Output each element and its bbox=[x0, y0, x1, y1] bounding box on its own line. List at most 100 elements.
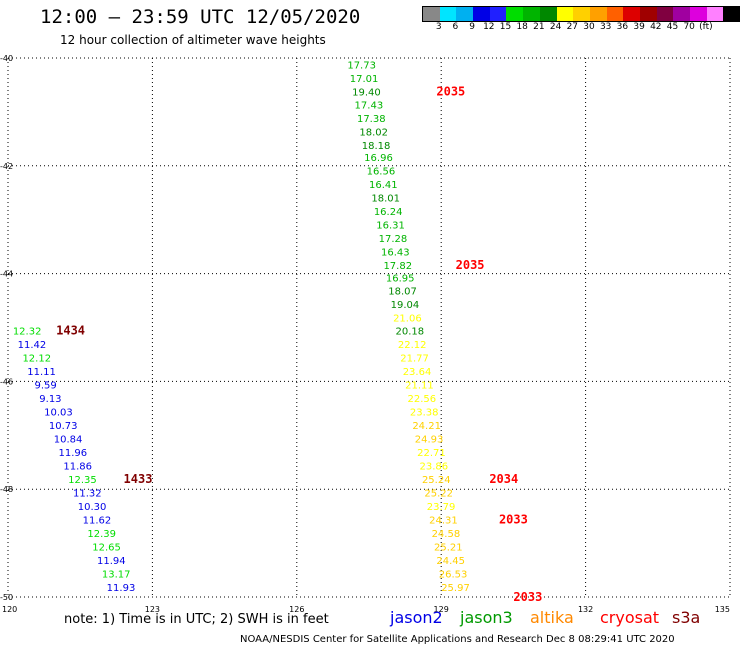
wave-height-value: 16.43 bbox=[381, 248, 410, 259]
legend-item-s3a: s3a bbox=[672, 608, 701, 627]
legend-item-jason3: jason3 bbox=[460, 608, 513, 627]
wave-height-value: 22.56 bbox=[408, 394, 437, 405]
wave-height-value: 17.73 bbox=[347, 60, 376, 71]
color-scale-label: 15 bbox=[499, 22, 512, 32]
color-scale-swatch bbox=[706, 7, 724, 21]
pass-time-label: 2034 bbox=[489, 472, 518, 486]
color-scale-swatch bbox=[539, 7, 557, 21]
legend-item-altika: altika bbox=[530, 608, 574, 627]
pass-time-label: 2035 bbox=[436, 84, 465, 98]
wave-height-value: 11.42 bbox=[18, 340, 47, 351]
color-scale-swatch bbox=[456, 7, 474, 21]
latitude-tick-label: -40 bbox=[0, 54, 13, 63]
color-scale-label: 27 bbox=[566, 22, 579, 32]
wave-height-value: 18.02 bbox=[359, 127, 388, 138]
color-scale-swatch bbox=[589, 7, 607, 21]
wave-height-value: 12.35 bbox=[68, 475, 97, 486]
wave-height-value: 23.79 bbox=[427, 502, 456, 513]
wave-height-value: 10.84 bbox=[54, 435, 83, 446]
color-scale-label: 12 bbox=[483, 22, 495, 32]
latitude-tick-label: -42 bbox=[0, 162, 13, 171]
color-scale-label: 9 bbox=[469, 22, 475, 32]
wave-height-value: 10.30 bbox=[78, 502, 107, 513]
wave-height-value: 18.07 bbox=[388, 286, 417, 297]
wave-height-value: 24.93 bbox=[415, 435, 444, 446]
color-scale-swatch bbox=[556, 7, 574, 21]
wave-height-value: 17.38 bbox=[357, 114, 386, 125]
wave-height-value: 17.01 bbox=[350, 74, 379, 85]
wave-height-value: 16.24 bbox=[374, 207, 403, 218]
latitude-tick-label: -46 bbox=[0, 377, 13, 386]
pass-time-labels: 2035 2035 1434 2034 1433 2033 2033 bbox=[56, 84, 542, 604]
wave-height-value: 10.73 bbox=[49, 421, 78, 432]
wave-height-value: 24.45 bbox=[436, 556, 465, 567]
wave-height-value: 16.31 bbox=[376, 221, 405, 232]
wave-height-value: 17.43 bbox=[355, 100, 384, 111]
wave-height-value: 11.11 bbox=[27, 367, 56, 378]
color-scale-label: 6 bbox=[452, 22, 459, 32]
wave-height-value: 16.56 bbox=[367, 167, 396, 178]
map-tick-labels: 120 123 126 129 132 135 -40 -42 -44 -46 -48 -50 bbox=[0, 54, 730, 614]
wave-height-value: 17.82 bbox=[383, 261, 412, 272]
pass-time-label: 1434 bbox=[56, 324, 85, 338]
color-scale-label: 36 bbox=[616, 22, 629, 32]
color-scale-label: 18 bbox=[516, 22, 528, 32]
color-scale-label: 3 bbox=[435, 22, 442, 32]
wave-height-value: 11.96 bbox=[59, 448, 88, 459]
color-scale-label: 45 bbox=[666, 22, 679, 32]
color-scale-swatch bbox=[573, 7, 590, 21]
color-scale-swatch bbox=[523, 7, 540, 21]
wave-height-value: 19.40 bbox=[352, 87, 381, 98]
color-scale-label: 70 bbox=[683, 22, 695, 32]
pass-time-label: 2035 bbox=[456, 258, 485, 272]
wave-height-value: 24.58 bbox=[432, 529, 461, 540]
color-scale-swatch bbox=[489, 7, 507, 21]
wave-height-value: 19.04 bbox=[391, 300, 420, 311]
wave-height-value: 12.32 bbox=[13, 327, 42, 338]
color-scale-swatch bbox=[606, 7, 624, 21]
pass-time-label: 1433 bbox=[124, 472, 153, 486]
longitude-tick-label: 129 bbox=[434, 605, 449, 614]
color-scale-label: 42 bbox=[650, 22, 662, 32]
color-scale-swatch bbox=[656, 7, 674, 21]
color-scale-swatch bbox=[623, 7, 640, 21]
pass-time-label: 2033 bbox=[499, 512, 528, 526]
chart-subtitle: 12 hour collection of altimeter wave hei… bbox=[60, 33, 326, 47]
longitude-tick-label: 120 bbox=[2, 605, 17, 614]
latitude-tick-label: -50 bbox=[0, 593, 13, 602]
color-scale-label: 33 bbox=[599, 22, 612, 32]
wave-height-value: 12.65 bbox=[92, 542, 121, 553]
longitude-tick-label: 135 bbox=[715, 605, 730, 614]
legend-item-jason2: jason2 bbox=[390, 608, 443, 627]
wave-height-value: 17.28 bbox=[379, 234, 408, 245]
legend-item-cryosat: cryosat bbox=[600, 608, 660, 627]
color-scale-swatch bbox=[506, 7, 524, 21]
wave-height-value: 23.86 bbox=[420, 461, 449, 472]
wave-height-value: 12.39 bbox=[87, 529, 116, 540]
wave-height-value: 25.24 bbox=[422, 475, 451, 486]
wave-height-value: 25.97 bbox=[441, 583, 470, 594]
wave-height-value: 21.77 bbox=[400, 354, 429, 365]
wave-height-value: 20.18 bbox=[395, 327, 424, 338]
wave-height-value: 18.18 bbox=[362, 141, 391, 152]
color-scale-swatch bbox=[423, 7, 440, 21]
wave-height-value: 24.31 bbox=[429, 515, 458, 526]
wave-height-value: 12.12 bbox=[22, 354, 51, 365]
color-scale-swatch bbox=[690, 7, 707, 21]
wave-height-observations: 17.73 17.01 19.40 17.43 17.38 18.02 18.1816.96… bbox=[13, 60, 470, 593]
wave-height-value: 9.59 bbox=[34, 381, 56, 392]
wave-height-value: 21.06 bbox=[393, 313, 422, 324]
wave-height-value: 16.95 bbox=[386, 273, 415, 284]
wave-height-value: 11.86 bbox=[63, 461, 92, 472]
credit-line: NOAA/NESDIS Center for Satellite Applica… bbox=[240, 634, 675, 645]
wave-height-value: 16.41 bbox=[369, 180, 398, 191]
latitude-tick-label: -48 bbox=[0, 485, 13, 494]
wave-height-value: 11.62 bbox=[83, 515, 112, 526]
latitude-tick-label: -44 bbox=[0, 270, 13, 279]
wave-height-value: 9.13 bbox=[39, 394, 61, 405]
color-scale-label: 39 bbox=[633, 22, 645, 32]
color-scale-swatch bbox=[439, 7, 457, 21]
longitude-tick-label: 123 bbox=[145, 605, 160, 614]
color-scale-label: (ft) bbox=[699, 22, 713, 32]
